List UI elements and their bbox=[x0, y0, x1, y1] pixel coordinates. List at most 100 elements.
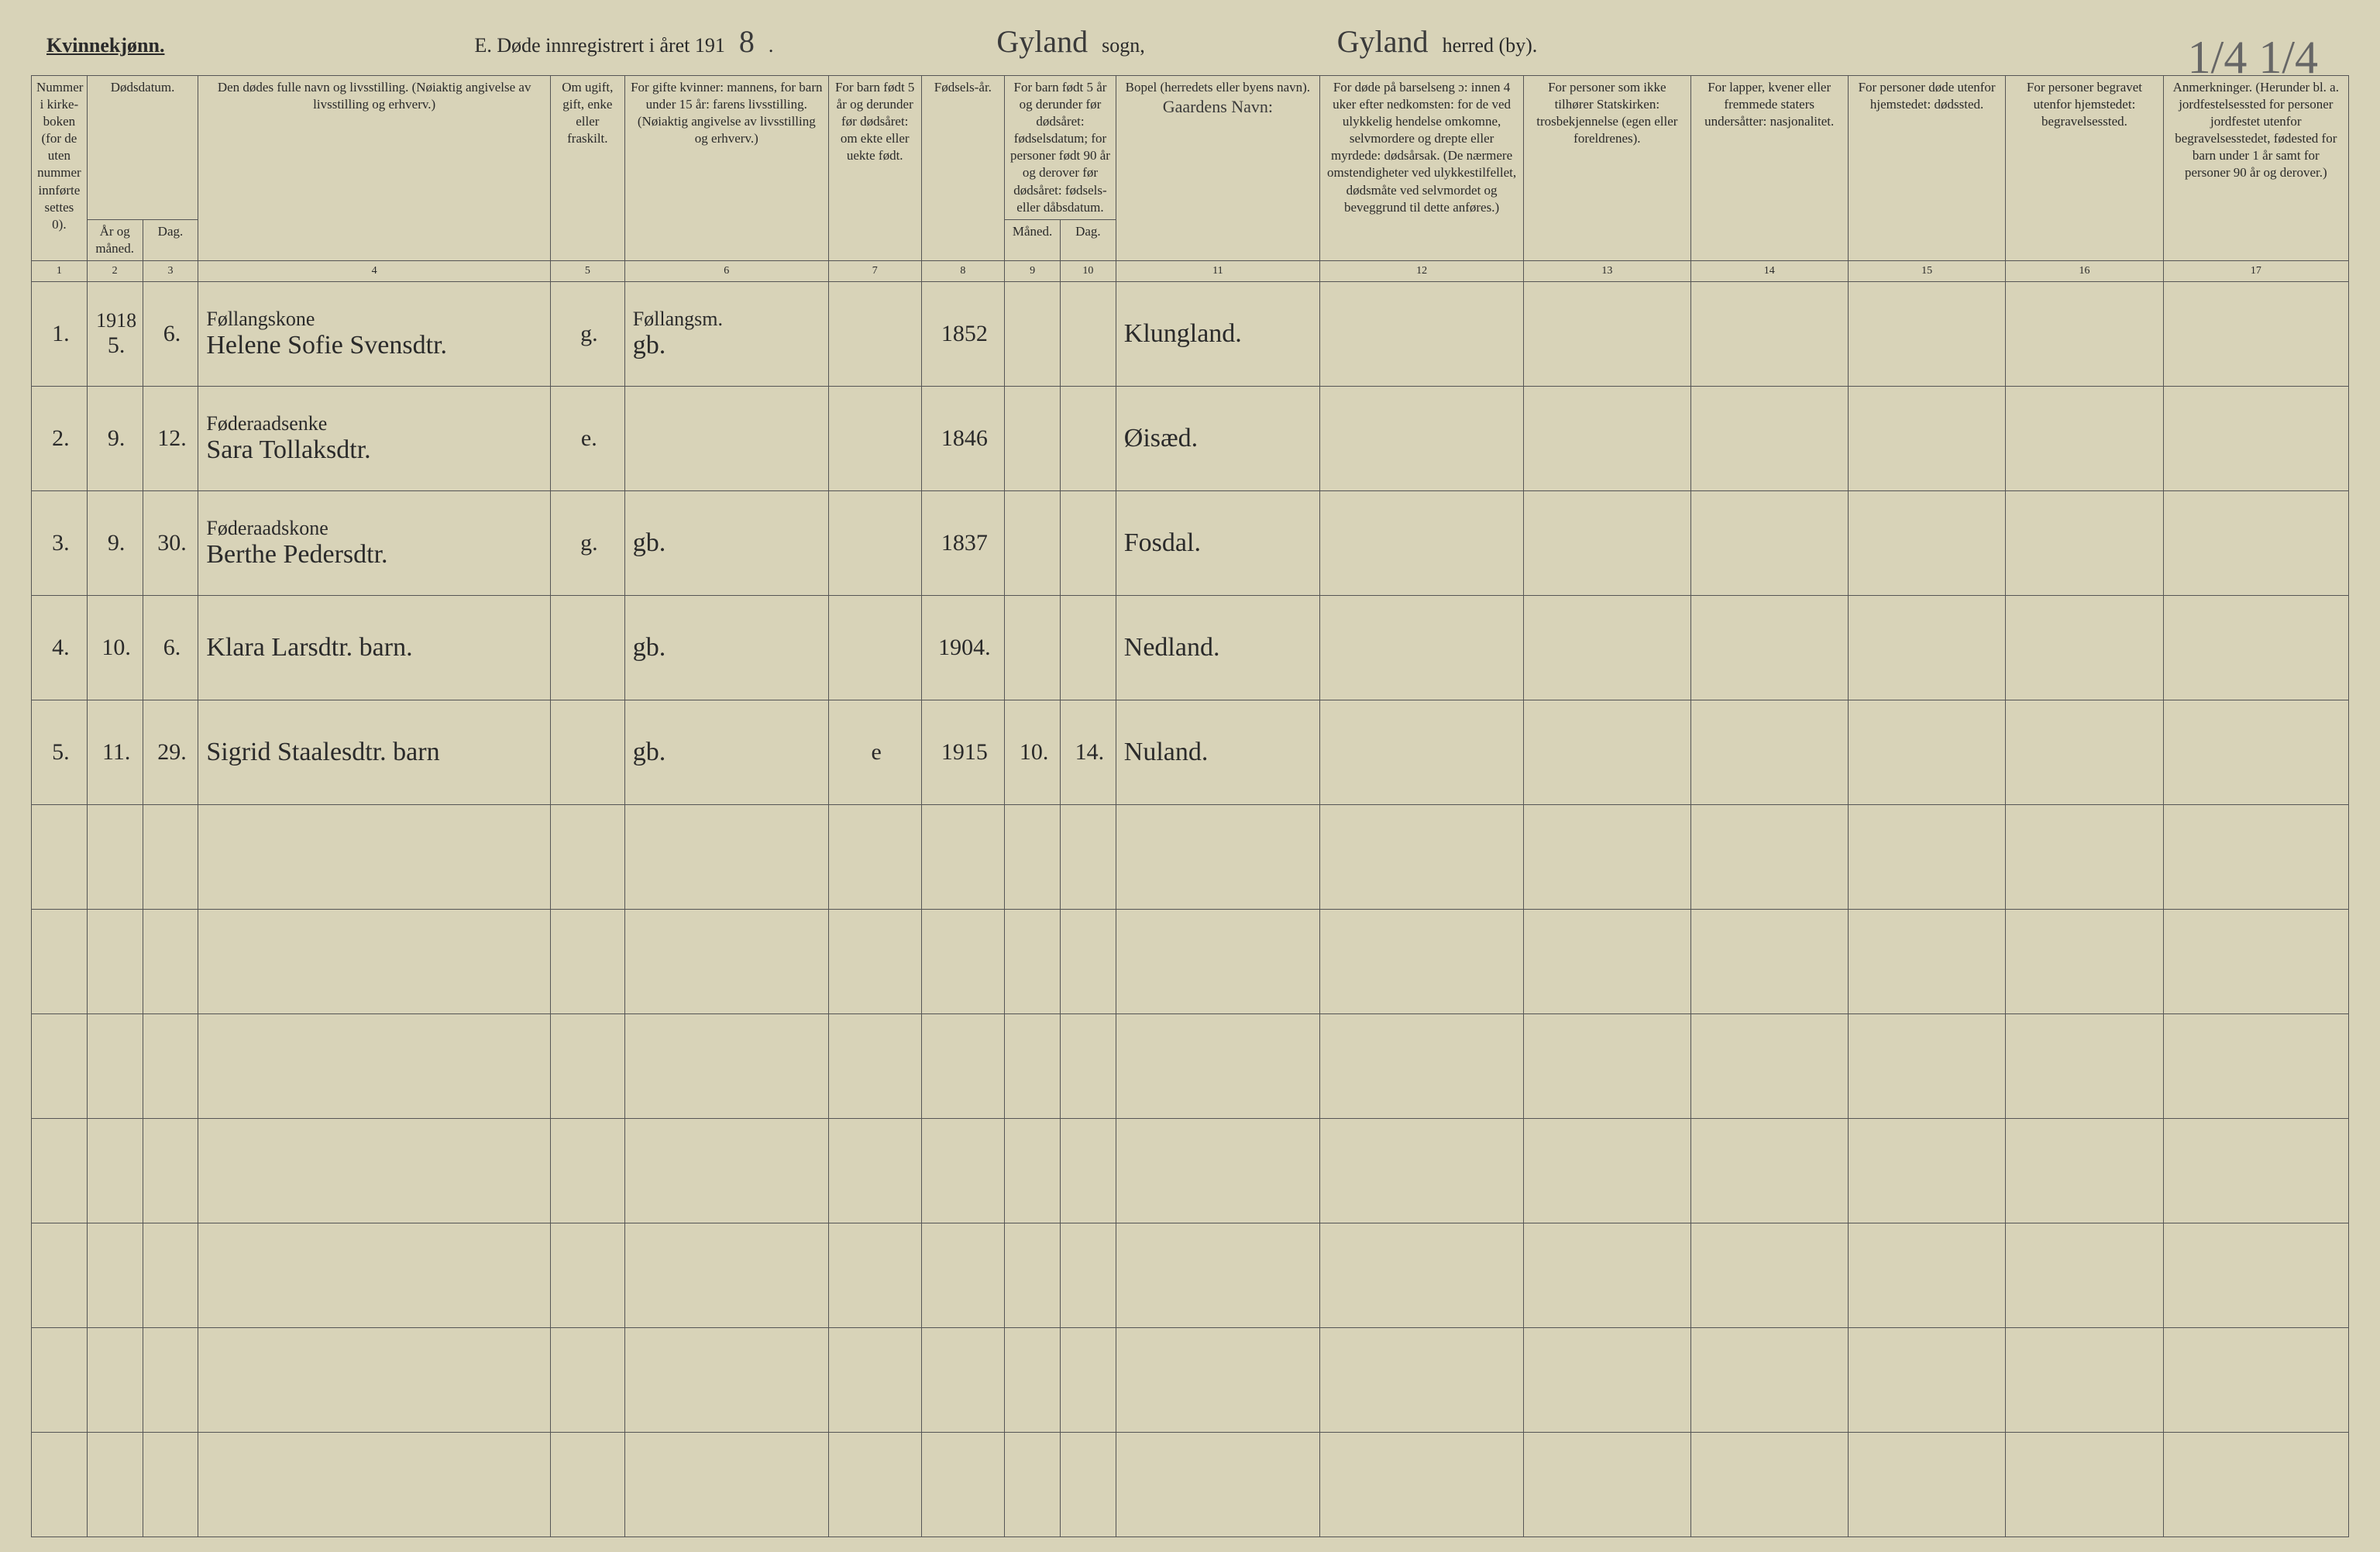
cell: Fosdal. bbox=[1116, 491, 1319, 596]
cell-empty bbox=[1524, 910, 1690, 1014]
cell-empty bbox=[1005, 910, 1061, 1014]
table-row-empty bbox=[32, 910, 2349, 1014]
cell: 1915 bbox=[921, 700, 1005, 805]
cell-empty bbox=[1116, 1433, 1319, 1537]
cell-empty bbox=[921, 1223, 1005, 1328]
cell-empty bbox=[198, 1119, 551, 1223]
cell-empty bbox=[1005, 1014, 1061, 1119]
title-prefix: E. Døde innregistrert i året 191 bbox=[474, 34, 724, 57]
cell-empty bbox=[1524, 1014, 1690, 1119]
cell bbox=[1848, 596, 2005, 700]
cell: Føllangsm.gb. bbox=[624, 282, 828, 387]
col-header-8: Fødsels-år. bbox=[921, 76, 1005, 261]
cell-empty bbox=[921, 1328, 1005, 1433]
cell: 6. bbox=[143, 596, 198, 700]
sogn-value: Gyland bbox=[990, 23, 1094, 60]
cell bbox=[1848, 282, 2005, 387]
cell: 10. bbox=[1005, 700, 1061, 805]
cell bbox=[1319, 282, 1523, 387]
cell bbox=[2006, 282, 2163, 387]
col-header-15: For personer døde utenfor hjemstedet: dø… bbox=[1848, 76, 2005, 261]
cell-empty bbox=[1319, 805, 1523, 910]
cell-empty bbox=[624, 1223, 828, 1328]
cell-empty bbox=[921, 1433, 1005, 1537]
herred-label: herred (by). bbox=[1443, 34, 1538, 57]
cell bbox=[2006, 700, 2163, 805]
herred-value: Gyland bbox=[1331, 23, 1435, 60]
col-header-5: Om ugift, gift, enke eller fraskilt. bbox=[550, 76, 624, 261]
cell-empty bbox=[921, 1119, 1005, 1223]
cell-empty bbox=[624, 1433, 828, 1537]
cell: 4. bbox=[32, 596, 88, 700]
cell: 14. bbox=[1060, 700, 1116, 805]
cell: 2. bbox=[32, 387, 88, 491]
cell-empty bbox=[550, 1328, 624, 1433]
cell bbox=[1319, 596, 1523, 700]
cell-empty bbox=[198, 1223, 551, 1328]
table-row-empty bbox=[32, 1119, 2349, 1223]
cell: Nedland. bbox=[1116, 596, 1319, 700]
cell-empty bbox=[87, 1328, 143, 1433]
cell: 5. bbox=[32, 700, 88, 805]
cell-empty bbox=[198, 805, 551, 910]
cell-empty bbox=[624, 910, 828, 1014]
col-header-14: For lapper, kvener eller fremmede stater… bbox=[1690, 76, 1848, 261]
register-table: Nummer i kirke-boken (for de uten nummer… bbox=[31, 75, 2349, 1537]
cell-empty bbox=[198, 1433, 551, 1537]
cell bbox=[1690, 387, 1848, 491]
cell: FøllangskoneHelene Sofie Svensdtr. bbox=[198, 282, 551, 387]
cell-empty bbox=[921, 1014, 1005, 1119]
cell-empty bbox=[1848, 1328, 2005, 1433]
cell-empty bbox=[32, 1223, 88, 1328]
cell-empty bbox=[828, 1433, 921, 1537]
cell-empty bbox=[1848, 910, 2005, 1014]
cell-empty bbox=[2163, 1119, 2348, 1223]
cell bbox=[1524, 596, 1690, 700]
cell-empty bbox=[1005, 805, 1061, 910]
cell: 19185. bbox=[87, 282, 143, 387]
cell-empty bbox=[143, 910, 198, 1014]
cell bbox=[1524, 491, 1690, 596]
cell-empty bbox=[1005, 1223, 1061, 1328]
cell: Nuland. bbox=[1116, 700, 1319, 805]
cell-empty bbox=[1319, 1328, 1523, 1433]
cell: gb. bbox=[624, 491, 828, 596]
cell bbox=[1524, 700, 1690, 805]
cell-empty bbox=[624, 1119, 828, 1223]
cell bbox=[624, 387, 828, 491]
col-header-7: For barn født 5 år og derunder før dødså… bbox=[828, 76, 921, 261]
cell-empty bbox=[1690, 1433, 1848, 1537]
cell-empty bbox=[921, 805, 1005, 910]
cell-empty bbox=[143, 1328, 198, 1433]
cell-empty bbox=[87, 910, 143, 1014]
cell-empty bbox=[550, 805, 624, 910]
col-header-13: For personer som ikke tilhører Statskirk… bbox=[1524, 76, 1690, 261]
col-header-9: Måned. bbox=[1005, 219, 1061, 260]
cell bbox=[1060, 282, 1116, 387]
cell-empty bbox=[828, 910, 921, 1014]
cell bbox=[1848, 700, 2005, 805]
cell-empty bbox=[2006, 1014, 2163, 1119]
table-row: 1.19185.6.FøllangskoneHelene Sofie Svens… bbox=[32, 282, 2349, 387]
cell bbox=[1690, 282, 1848, 387]
cell-empty bbox=[1524, 805, 1690, 910]
cell-empty bbox=[2006, 1223, 2163, 1328]
cell bbox=[2163, 282, 2348, 387]
table-header: Nummer i kirke-boken (for de uten nummer… bbox=[32, 76, 2349, 282]
cell: Sigrid Staalesdtr. barn bbox=[198, 700, 551, 805]
year-suffix: 8 bbox=[733, 23, 761, 60]
cell-empty bbox=[2006, 1119, 2163, 1223]
cell: 9. bbox=[87, 491, 143, 596]
table-row-empty bbox=[32, 805, 2349, 910]
cell-empty bbox=[921, 910, 1005, 1014]
cell: FøderaadsenkeSara Tollaksdtr. bbox=[198, 387, 551, 491]
cell bbox=[1005, 491, 1061, 596]
cell-empty bbox=[32, 1119, 88, 1223]
cell-empty bbox=[198, 910, 551, 1014]
col-header-4: Den dødes fulle navn og livsstilling. (N… bbox=[198, 76, 551, 261]
cell bbox=[1524, 282, 1690, 387]
cell-empty bbox=[1060, 1014, 1116, 1119]
cell-empty bbox=[550, 1223, 624, 1328]
cell bbox=[550, 700, 624, 805]
cell-empty bbox=[1060, 1223, 1116, 1328]
